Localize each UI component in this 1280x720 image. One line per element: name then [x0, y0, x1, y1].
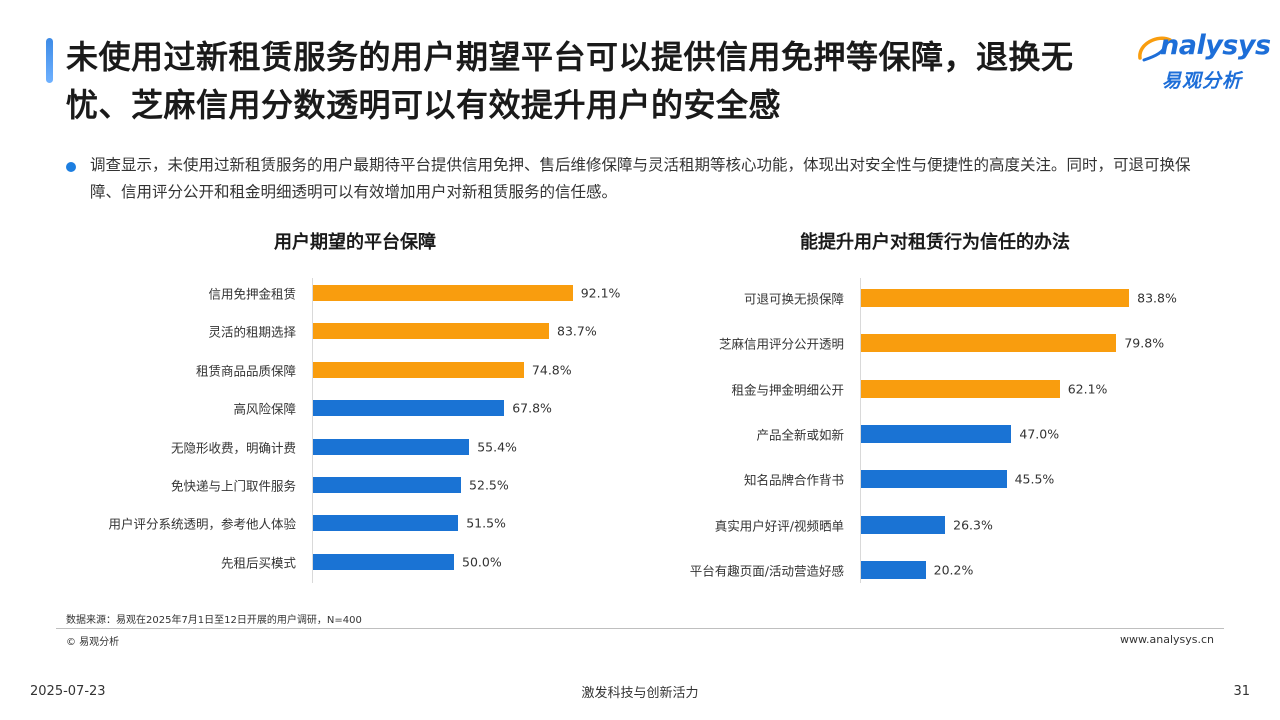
title-accent-bar	[46, 38, 53, 83]
category-label: 平台有趣页面/活动营造好感	[689, 563, 844, 579]
category-label: 真实用户好评/视频晒单	[714, 518, 844, 533]
data-label: 20.2%	[933, 562, 974, 578]
bar	[313, 285, 573, 301]
analysys-logo: nalysys 易观分析	[1136, 30, 1271, 100]
data-label: 92.1%	[580, 285, 621, 301]
category-label: 可退可换无损保障	[743, 291, 844, 307]
category-label: 租金与押金明细公开	[731, 382, 844, 398]
summary-text: 调查显示，未使用过新租赁服务的用户最期待平台提供信用免押、售后维修保障与灵活租期…	[90, 156, 1191, 201]
category-label: 高风险保障	[233, 401, 296, 417]
category-label: 免快递与上门取件服务	[170, 478, 296, 494]
category-label: 产品全新或如新	[756, 427, 844, 443]
chart-axis-line	[860, 278, 861, 583]
bar	[313, 515, 459, 532]
data-label: 26.3%	[953, 517, 993, 532]
category-label: 先租后买模式	[220, 555, 296, 571]
category-label: 信用免押金租赁	[208, 286, 296, 302]
category-label: 无隐形收费，明确计费	[170, 440, 296, 456]
chart-title: 能提升用户对租赁行为信任的办法	[800, 232, 1070, 253]
category-label: 芝麻信用评分公开透明	[718, 336, 844, 352]
category-label: 租赁商品品质保障	[195, 363, 296, 379]
bar	[313, 400, 505, 417]
bar	[861, 379, 1060, 398]
category-label: 知名品牌合作背书	[743, 472, 844, 488]
data-label: 47.0%	[1019, 426, 1060, 442]
bar	[861, 289, 1130, 307]
page-title: 未使用过新租赁服务的用户期望平台可以提供信用免押等保障，退换无忧、芝麻信用分数透…	[66, 38, 1074, 124]
bar	[313, 438, 470, 455]
chart-trust-methods: 能提升用户对租赁行为信任的办法可退可换无损保障 83.8% 芝麻信用评分公开透明 79…	[640, 228, 1280, 588]
bar	[313, 323, 550, 340]
bar	[861, 334, 1117, 353]
data-label: 74.8%	[531, 362, 572, 378]
bullet-icon	[66, 162, 76, 172]
website-link[interactable]: www.analysys.cn	[1120, 633, 1214, 646]
page-number: 31	[1233, 684, 1250, 699]
data-label: 52.5%	[469, 477, 509, 493]
bar	[861, 470, 1007, 489]
category-label: 用户评分系统透明，参考他人体验	[108, 516, 296, 532]
bar	[313, 553, 454, 570]
logo-chinese-name: 易观分析	[1162, 70, 1243, 92]
bar	[861, 424, 1012, 443]
chart-platform-guarantees: 用户期望的平台保障信用免押金租赁 92.1% 灵活的租期选择 83.7% 租赁商品品质保…	[0, 228, 640, 588]
data-label: 55.4%	[477, 439, 517, 455]
chart-title: 用户期望的平台保障	[274, 232, 436, 253]
data-label: 83.8%	[1137, 290, 1177, 306]
data-label: 50.0%	[462, 554, 502, 570]
data-label: 62.1%	[1067, 381, 1108, 397]
data-label: 79.8%	[1124, 335, 1165, 351]
data-label: 83.7%	[557, 323, 597, 339]
footer-slogan: 激发科技与创新活力	[581, 686, 699, 701]
data-source-note: 数据来源：易观在2025年7月1日至12日开展的用户调研，N=400	[66, 615, 362, 626]
logo-wordmark: nalysys	[1160, 30, 1271, 61]
footer-date: 2025-07-23	[30, 684, 106, 699]
bar	[861, 515, 946, 534]
data-label: 67.8%	[512, 400, 552, 416]
copyright-text: © 易观分析	[66, 637, 120, 648]
bar	[861, 560, 926, 579]
footer-divider	[56, 628, 1224, 629]
category-label: 灵活的租期选择	[208, 324, 296, 340]
data-label: 45.5%	[1014, 471, 1055, 487]
chart-axis-line	[312, 278, 313, 583]
data-label: 51.5%	[466, 515, 506, 531]
bar	[313, 477, 462, 493]
bar	[313, 361, 524, 378]
logo-swoosh-icon	[1138, 36, 1172, 62]
